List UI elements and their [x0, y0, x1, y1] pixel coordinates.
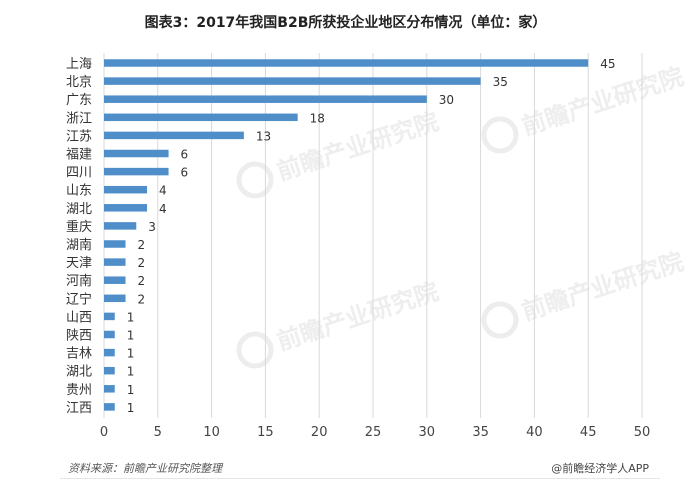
data-label: 1	[127, 365, 135, 379]
bar	[104, 403, 115, 411]
bar	[104, 366, 115, 375]
data-label: 2	[138, 256, 146, 270]
x-tick-label: 15	[257, 425, 274, 440]
category-label: 山西	[66, 310, 92, 325]
category-label: 天津	[66, 256, 92, 271]
x-tick-label: 30	[419, 425, 436, 440]
bar	[104, 167, 169, 176]
x-tick-label: 0	[100, 425, 108, 440]
x-tick-label: 20	[311, 425, 328, 440]
data-label: 18	[310, 111, 325, 125]
data-label: 35	[493, 75, 508, 89]
data-label: 1	[127, 347, 135, 361]
bar	[104, 77, 481, 85]
bar	[104, 258, 126, 266]
data-label: 4	[159, 184, 167, 198]
category-label: 湖北	[66, 365, 92, 380]
watermark-logo-icon	[236, 161, 274, 199]
watermark-text: 前瞻产业研究院	[518, 62, 686, 141]
category-label: 四川	[66, 166, 92, 181]
bar	[104, 330, 115, 339]
bar	[104, 149, 169, 158]
bar	[104, 276, 126, 284]
credit-note: @前瞻经济学人APP	[551, 462, 649, 475]
bar	[104, 240, 126, 248]
category-label: 北京	[66, 75, 92, 90]
category-label: 江苏	[66, 128, 92, 144]
bar	[104, 294, 126, 303]
watermark-text: 前瞻产业研究院	[273, 107, 441, 186]
watermark-text: 前瞻产业研究院	[273, 277, 441, 356]
source-note: 资料来源：前瞻产业研究院整理	[68, 462, 222, 475]
data-label: 30	[439, 93, 454, 107]
bar	[104, 59, 589, 67]
data-label: 4	[159, 202, 167, 216]
x-tick-label: 5	[154, 425, 162, 440]
data-label: 1	[127, 310, 135, 324]
watermark-logo-icon	[481, 116, 519, 154]
bar	[104, 185, 148, 194]
category-label: 吉林	[66, 347, 92, 362]
watermark-logo-icon	[481, 301, 519, 339]
category-label: 福建	[66, 148, 92, 163]
category-label: 广东	[66, 93, 92, 108]
data-label: 1	[127, 329, 135, 343]
x-tick-label: 35	[472, 425, 489, 440]
category-label: 河南	[66, 273, 92, 289]
bar	[104, 312, 115, 321]
bar	[104, 348, 115, 357]
category-label: 山东	[66, 184, 92, 199]
bar	[104, 385, 115, 393]
data-label: 45	[600, 57, 615, 71]
category-label: 湖北	[66, 202, 92, 217]
bar	[104, 204, 148, 212]
chart-title: 图表3：2017年我国B2B所获投企业地区分布情况（单位：家）	[144, 15, 547, 31]
category-label: 重庆	[66, 219, 92, 235]
watermark-text: 前瞻产业研究院	[518, 247, 686, 326]
category-label: 湖南	[66, 237, 92, 253]
footer-divider	[60, 478, 660, 479]
data-label: 3	[148, 220, 156, 234]
x-tick-label: 45	[580, 425, 597, 440]
bar	[104, 113, 298, 122]
bar	[104, 131, 244, 140]
category-label: 贵州	[66, 383, 92, 398]
data-label: 2	[138, 274, 146, 288]
category-label: 浙江	[66, 111, 92, 126]
data-label: 1	[127, 383, 135, 397]
bar	[104, 222, 137, 230]
category-label: 辽宁	[66, 291, 92, 307]
data-label: 2	[138, 292, 146, 306]
gridlines	[103, 53, 643, 418]
bar	[104, 95, 427, 103]
category-label: 江西	[66, 401, 92, 416]
data-label: 6	[181, 148, 189, 162]
watermark-logo-icon	[236, 331, 274, 369]
x-tick-label: 40	[526, 425, 543, 440]
x-tick-labels: 0 5 10 15 20 25 30 35 40 45 50	[100, 425, 650, 440]
x-tick-label: 50	[634, 425, 651, 440]
data-label: 13	[256, 129, 271, 143]
category-label: 上海	[66, 57, 92, 72]
x-tick-label: 25	[365, 425, 382, 440]
x-tick-label: 10	[203, 425, 220, 440]
category-label: 陕西	[66, 329, 92, 344]
data-label: 1	[127, 401, 135, 415]
data-label: 6	[181, 166, 189, 180]
data-label: 2	[138, 238, 146, 252]
